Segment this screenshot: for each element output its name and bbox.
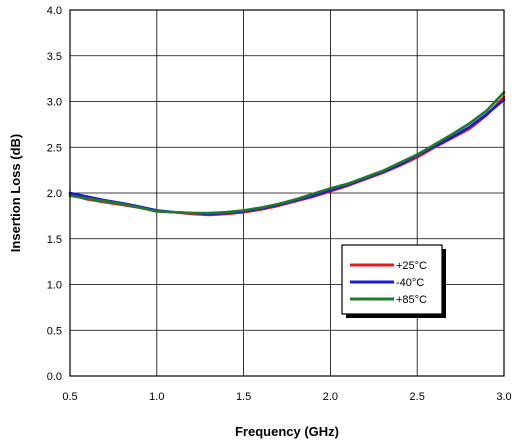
x-axis-title: Frequency (GHz)	[235, 424, 339, 439]
y-tick-label: 3.0	[47, 97, 62, 109]
y-tick-label: 4.0	[47, 5, 62, 17]
y-tick-label: 2.5	[47, 142, 62, 154]
y-axis-title: Insertion Loss (dB)	[8, 134, 23, 252]
y-tick-label: 1.5	[47, 234, 62, 246]
legend-label-2: -40°C	[396, 277, 424, 289]
legend-box	[341, 244, 443, 315]
legend-label-3: +85°C	[396, 294, 427, 306]
series-group	[68, 91, 506, 217]
y-tick-label: 3.5	[47, 51, 62, 63]
series-line-3	[68, 91, 506, 215]
plot-frame	[69, 9, 505, 377]
x-axis: 0.5 1.0 1.5 2.0 2.5 3.0	[62, 391, 511, 403]
y-tick-label: 0.0	[47, 371, 62, 383]
y-tick-label: 1.0	[47, 280, 62, 292]
x-tick-label: 0.5	[62, 391, 77, 403]
x-tick-label: 2.0	[323, 391, 338, 403]
legend: +25°C -40°C +85°C	[341, 244, 446, 318]
y-axis: 0.0 0.5 1.0 1.5 2.0 2.5 3.0 3.5 4.0	[47, 5, 62, 383]
legend-label-1: +25°C	[396, 260, 427, 272]
y-tick-label: 2.0	[47, 188, 62, 200]
y-tick-label: 0.5	[47, 325, 62, 337]
x-tick-label: 2.5	[410, 391, 425, 403]
x-tick-label: 1.5	[236, 391, 251, 403]
x-tick-label: 1.0	[149, 391, 164, 403]
x-tick-label: 3.0	[496, 391, 511, 403]
